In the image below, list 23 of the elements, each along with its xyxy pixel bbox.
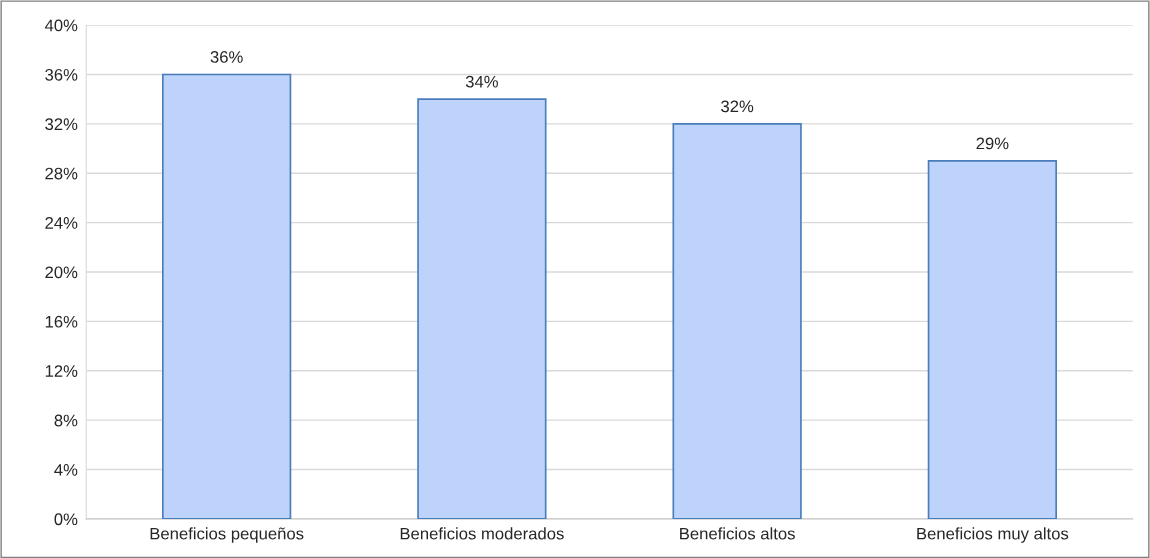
y-tick-label: 32% xyxy=(45,118,78,131)
y-tick-label: 24% xyxy=(45,217,78,229)
bar xyxy=(927,160,1058,519)
bar xyxy=(417,98,547,519)
y-tick-label: 36% xyxy=(45,68,78,81)
x-tick-label: Beneficios muy altos xyxy=(917,527,1069,543)
y-tick-label: 20% xyxy=(45,266,78,279)
y-tick-label: 40% xyxy=(44,19,78,32)
bar xyxy=(672,123,802,519)
x-tick-label: Beneficios pequeños xyxy=(150,527,304,543)
y-tick-label: 12% xyxy=(45,365,78,377)
y-tick-label: 0% xyxy=(54,513,78,526)
bar xyxy=(161,73,292,519)
x-tick-label: Beneficios altos xyxy=(680,527,795,540)
y-tick-label: 28% xyxy=(45,167,78,180)
data-label: 34% xyxy=(465,75,498,88)
data-label: 36% xyxy=(210,51,243,63)
data-label: 32% xyxy=(721,100,754,113)
y-tick-label: 4% xyxy=(54,464,78,476)
y-tick-label: 16% xyxy=(45,315,78,328)
x-tick-label: Beneficios moderados xyxy=(400,527,564,540)
data-label: 29% xyxy=(976,137,1009,150)
y-tick-label: 8% xyxy=(54,414,78,427)
